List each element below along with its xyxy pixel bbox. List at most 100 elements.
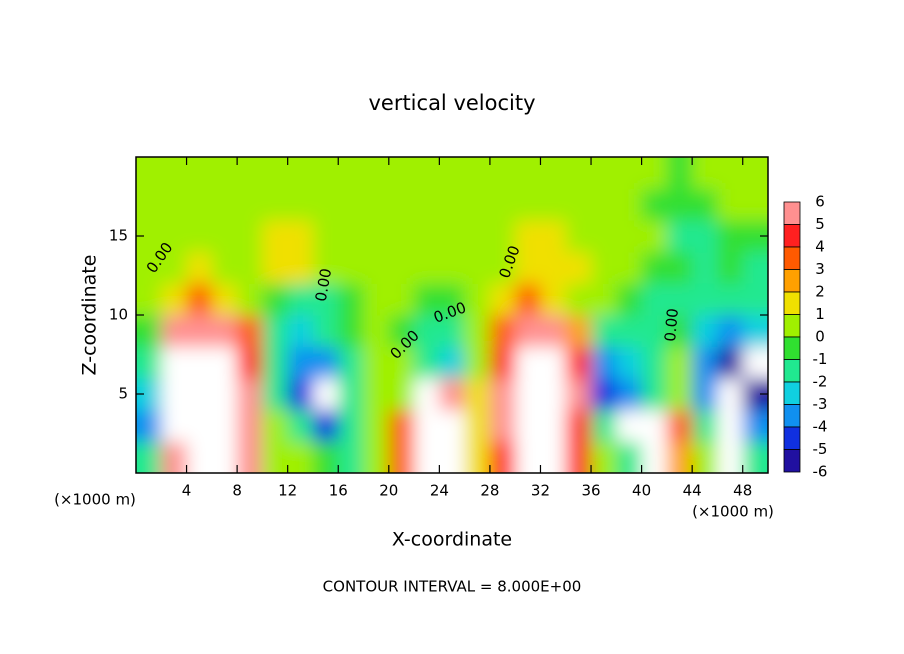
cell [692,441,718,473]
cell [591,251,617,284]
cell [186,283,213,316]
cell [742,315,768,348]
chart-title: vertical velocity [368,91,535,115]
cell [363,251,390,284]
cell [666,157,693,190]
cell [641,378,668,411]
cell [489,346,516,379]
cell [262,378,289,411]
cell [616,378,643,411]
x-tick-label: 36 [581,482,600,500]
cell [515,441,541,473]
cell [489,157,516,190]
cell [388,251,415,284]
colorbar-label: -2 [813,373,828,391]
colorbar-label: 3 [815,260,825,278]
cell [565,378,592,411]
cell [136,251,162,284]
cell [717,283,744,316]
cell [489,220,516,253]
cell [540,251,567,284]
cell [717,441,744,473]
cell [136,346,162,379]
y-tick-label: 15 [109,227,128,245]
cell [211,251,238,284]
plot-frame [135,156,769,474]
colorbar-swatch [783,314,801,338]
cell [237,378,263,411]
colorbar-label: 6 [815,193,825,211]
colorbar-swatch [783,404,801,428]
cell [666,283,693,316]
cell [641,188,668,221]
cell [338,157,365,190]
cell [161,251,188,284]
cell [287,157,314,190]
cell [388,346,415,379]
cell [742,283,768,316]
cell [338,441,365,473]
cell [591,409,617,442]
x-tick-label: 4 [182,482,192,500]
cell [414,220,440,253]
cell [641,441,668,473]
x-tick-label: 20 [379,482,398,500]
cell [464,283,491,316]
cell [237,409,263,442]
x-tick-label: 48 [733,482,752,500]
colorbar-swatch [783,381,801,405]
cell [666,346,693,379]
cell [489,251,516,284]
cell [211,220,238,253]
x-axis-label: X-coordinate [392,529,512,551]
cell [439,315,466,348]
cell [717,315,744,348]
cell [363,157,390,190]
cell [388,315,415,348]
colorbar-swatch [783,269,801,293]
cell [565,188,592,221]
cell [692,315,718,348]
colorbar-swatch [783,426,801,450]
colorbar-label: -3 [813,395,828,413]
cell [591,378,617,411]
cell [186,441,213,473]
cell [262,409,289,442]
cell [439,220,466,253]
cell [136,378,162,411]
x-tick-label: 32 [531,482,550,500]
cell [363,220,390,253]
cell [414,315,440,348]
cell [363,283,390,316]
cell [692,251,718,284]
cell [666,315,693,348]
cell [489,409,516,442]
cell [363,188,390,221]
cell [262,346,289,379]
cell [161,378,188,411]
cell [414,409,440,442]
cells [136,157,768,473]
cell [439,283,466,316]
cell [287,409,314,442]
cell [464,441,491,473]
cell [161,315,188,348]
cell [565,251,592,284]
cell [692,157,718,190]
cell [540,346,567,379]
cell [312,441,339,473]
colorbar-label: 2 [815,283,825,301]
cell [414,157,440,190]
cell [489,283,516,316]
cell [641,346,668,379]
cell [489,315,516,348]
cell [565,409,592,442]
cell [717,346,744,379]
cell [515,409,541,442]
x-unit: (×1000 m) [54,491,136,509]
x-tick-label: 44 [683,482,702,500]
cell [136,157,162,190]
cell [161,157,188,190]
cell [287,251,314,284]
x-tick-label: 24 [430,482,449,500]
